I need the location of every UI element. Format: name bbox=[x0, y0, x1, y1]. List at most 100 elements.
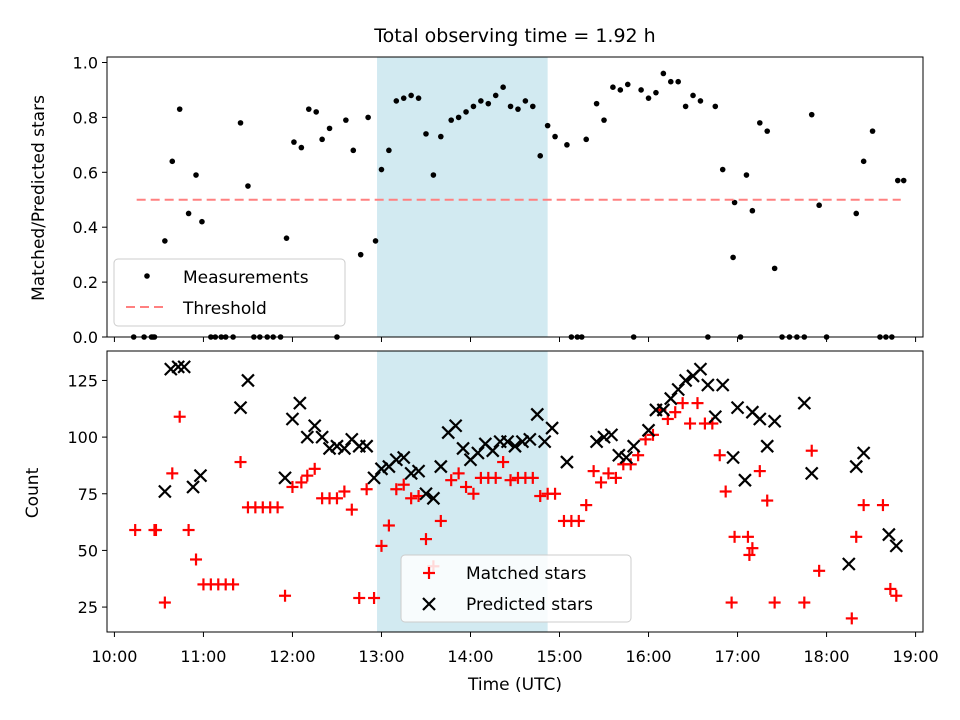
predicted-marker-b bbox=[560, 455, 574, 469]
legend-matched-label: Matched stars bbox=[466, 564, 586, 584]
predicted-star-marker bbox=[300, 430, 315, 444]
predicted-star-marker bbox=[537, 434, 552, 449]
predicted-marker-b bbox=[186, 480, 200, 494]
legend-predicted-label: Predicted stars bbox=[466, 595, 593, 615]
matched-star-marker bbox=[360, 483, 373, 496]
predicted-star-marker bbox=[508, 439, 522, 453]
measurement-point bbox=[357, 251, 364, 258]
predicted-marker-b bbox=[478, 437, 493, 451]
measurement-point bbox=[470, 103, 477, 110]
legend-predicted-marker bbox=[422, 597, 436, 611]
top-panel: 0.0 0.2 0.4 0.6 0.8 1.0 Matched/Predicted sta… bbox=[29, 53, 924, 347]
predicted-star-marker bbox=[515, 434, 530, 449]
predicted-star-marker bbox=[158, 484, 172, 499]
matched-star-marker bbox=[526, 471, 539, 484]
predicted-marker-b bbox=[359, 439, 374, 453]
matched-star-marker bbox=[286, 480, 299, 493]
matched-star-marker bbox=[580, 499, 593, 512]
predicted-marker-b bbox=[889, 539, 904, 553]
measurement-point bbox=[552, 133, 558, 140]
predicted-marker-b bbox=[726, 450, 740, 465]
measurement-point bbox=[415, 95, 422, 101]
matched-star-marker bbox=[338, 485, 351, 498]
predicted-star-marker bbox=[664, 391, 678, 406]
predicted-marker-b bbox=[612, 448, 626, 463]
x-tick-label: 15:00 bbox=[536, 647, 582, 666]
matched-star-marker bbox=[166, 467, 179, 480]
x-tick-label: 14:00 bbox=[447, 647, 493, 666]
matched-star-marker bbox=[609, 471, 622, 484]
matched-star-marker bbox=[572, 514, 585, 527]
matched-star-marker bbox=[445, 474, 458, 487]
matched-star-marker bbox=[353, 592, 366, 605]
measurement-point bbox=[624, 81, 631, 88]
measurement-point bbox=[393, 98, 400, 104]
matched-star-marker bbox=[467, 487, 480, 500]
predicted-marker-b bbox=[241, 373, 255, 388]
matched-star-marker bbox=[857, 499, 870, 512]
predicted-star-marker bbox=[330, 439, 344, 453]
measurement-point bbox=[176, 106, 183, 112]
predicted-star-marker bbox=[448, 419, 463, 433]
predicted-marker-b bbox=[158, 484, 172, 499]
predicted-star-marker bbox=[278, 471, 292, 485]
measurement-point bbox=[492, 92, 499, 99]
predicted-star-marker bbox=[456, 441, 470, 456]
measurement-point bbox=[305, 106, 312, 112]
predicted-star-marker bbox=[359, 439, 374, 453]
matched-star-marker bbox=[639, 433, 652, 446]
predicted-star-marker bbox=[322, 441, 337, 456]
matched-star-marker bbox=[684, 417, 697, 430]
measurement-point bbox=[638, 87, 644, 93]
measurement-point bbox=[731, 199, 738, 206]
predicted-marker-b bbox=[448, 419, 463, 433]
predicted-star-markers bbox=[158, 360, 904, 571]
predicted-marker-b bbox=[434, 459, 448, 474]
predicted-marker-b bbox=[164, 362, 178, 376]
predicted-marker-b bbox=[485, 443, 500, 458]
measurement-point bbox=[712, 103, 719, 110]
measurement-point bbox=[719, 166, 726, 173]
predicted-star-marker bbox=[701, 378, 715, 392]
predicted-marker-b bbox=[797, 396, 812, 410]
top-plot-frame bbox=[106, 56, 924, 338]
measurement-point bbox=[169, 158, 176, 165]
predicted-star-marker bbox=[726, 450, 740, 465]
matched-star-marker bbox=[489, 471, 502, 484]
matched-star-marker bbox=[129, 524, 142, 537]
predicted-marker-b bbox=[523, 432, 537, 447]
predicted-star-marker bbox=[530, 407, 545, 422]
x-tick-label: 11:00 bbox=[180, 647, 226, 666]
predicted-star-marker bbox=[589, 434, 604, 449]
predicted-star-marker bbox=[693, 362, 708, 376]
matched-star-marker bbox=[743, 548, 756, 561]
top-y-tick-label: 0.0 bbox=[73, 328, 98, 347]
matched-star-marker bbox=[890, 589, 903, 602]
predicted-marker-b bbox=[330, 439, 344, 453]
predicted-marker-b bbox=[530, 407, 545, 422]
matched-star-marker bbox=[397, 478, 410, 491]
predicted-star-marker bbox=[671, 382, 685, 397]
predicted-star-marker bbox=[426, 491, 441, 506]
top-shaded-region bbox=[377, 57, 548, 337]
measurement-point bbox=[544, 122, 551, 129]
measurement-point bbox=[199, 218, 205, 225]
chart-title: Total observing time = 1.92 h bbox=[373, 25, 655, 47]
matched-star-marker bbox=[390, 483, 403, 496]
matched-star-marker bbox=[719, 485, 732, 498]
predicted-marker-b bbox=[678, 373, 693, 388]
measurement-point bbox=[378, 166, 385, 173]
top-y-tick-label: 0.6 bbox=[73, 163, 98, 182]
measurement-point bbox=[515, 106, 521, 112]
predicted-star-marker bbox=[797, 396, 812, 410]
matched-star-marker bbox=[190, 553, 203, 566]
measurement-point bbox=[319, 136, 325, 143]
top-y-axis-label: Matched/Predicted stars bbox=[29, 95, 49, 301]
predicted-marker-b bbox=[753, 412, 767, 426]
measurement-point bbox=[478, 98, 484, 104]
matched-star-marker bbox=[884, 582, 897, 595]
predicted-star-marker bbox=[293, 396, 307, 410]
predicted-star-marker bbox=[177, 360, 191, 374]
measurement-point bbox=[764, 128, 771, 134]
top-y-tick-label: 0.8 bbox=[73, 108, 98, 127]
